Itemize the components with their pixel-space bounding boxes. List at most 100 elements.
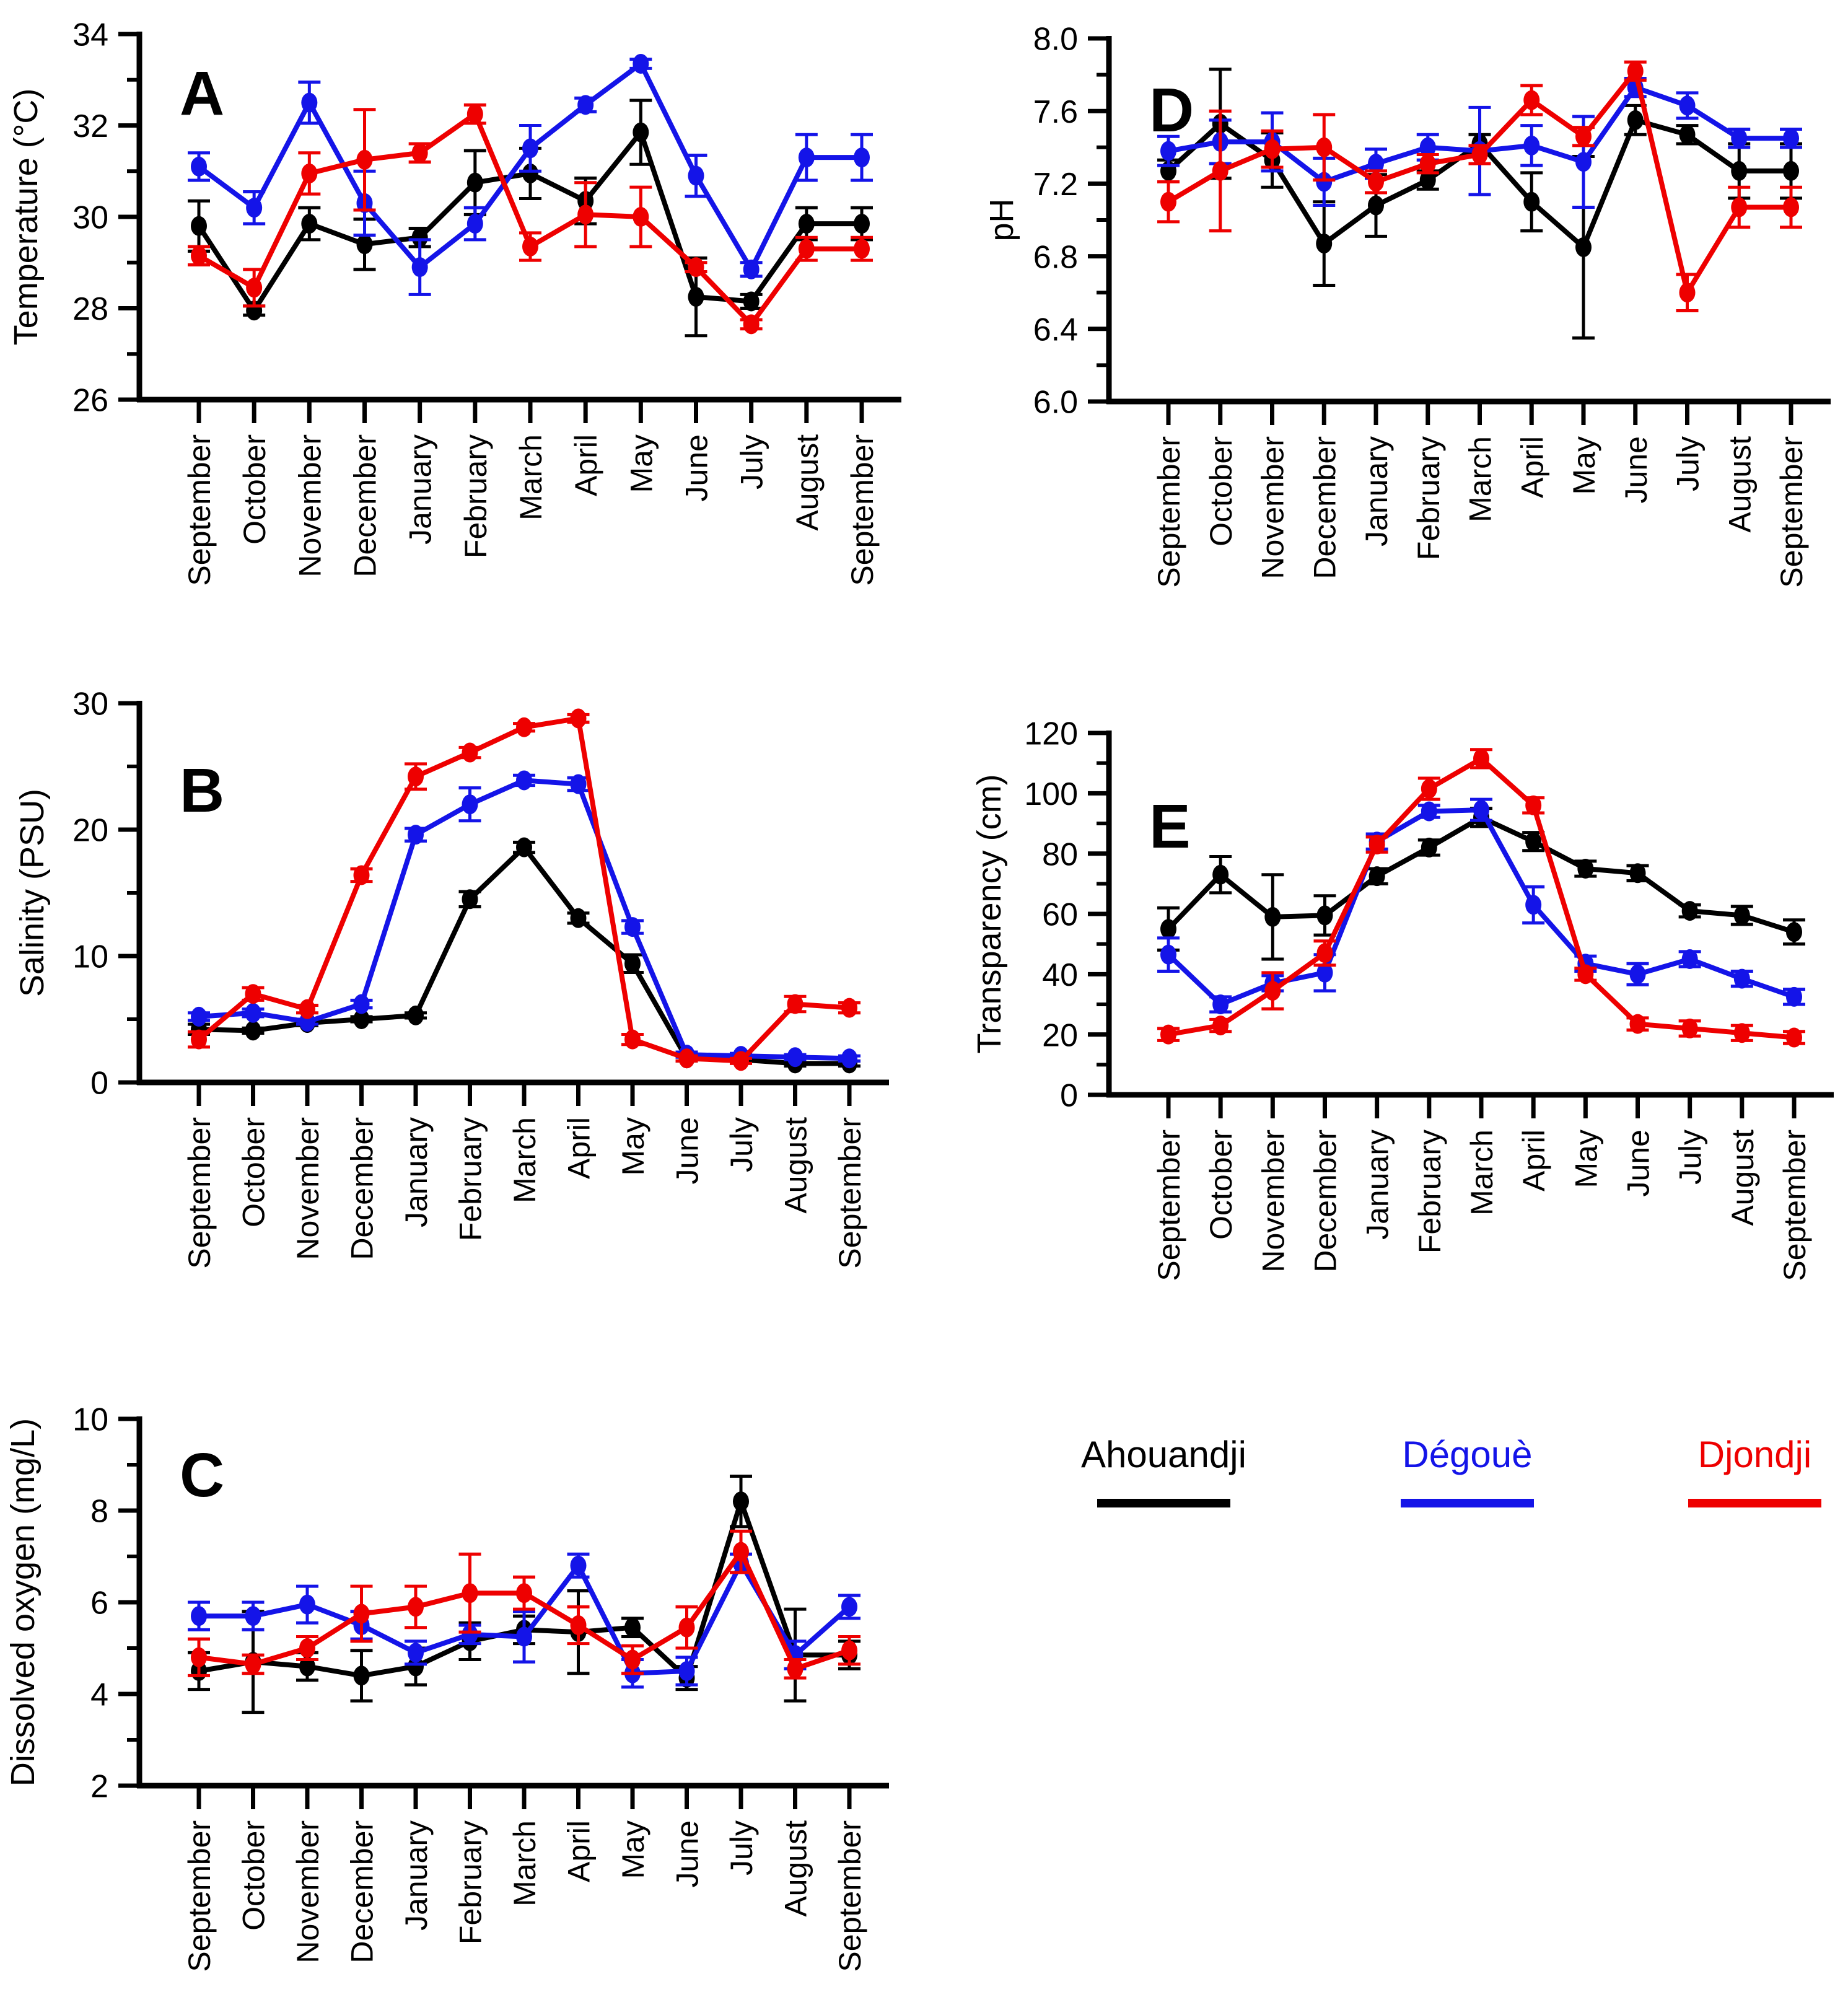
x-tick-label-month: January (399, 1117, 434, 1227)
y-axis-label: Temperature (°C) (9, 89, 45, 346)
series-dégouè (1157, 797, 1805, 1014)
x-tick-label-month: April (562, 1117, 597, 1179)
x-tick-label-month: October (237, 1820, 271, 1931)
data-point (633, 207, 649, 227)
y-axis-label: Dissolved oxygen (mg/L) (9, 1418, 42, 1786)
x-tick-label-month: September (182, 1117, 217, 1269)
x-tick-label-month: July (724, 1820, 759, 1876)
data-point (798, 214, 815, 234)
data-point (1473, 800, 1489, 820)
x-tick-label-month: September (1774, 436, 1809, 588)
x-tick-label-month: August (779, 1820, 813, 1917)
x-tick-label-month: June (670, 1820, 705, 1887)
data-point (1368, 195, 1384, 216)
data-point (624, 917, 641, 937)
data-point (246, 198, 263, 218)
data-point (408, 1643, 424, 1663)
y-tick-label: 120 (1024, 716, 1078, 752)
data-point (678, 1661, 695, 1681)
x-tick-label-month: August (1722, 436, 1757, 533)
data-point (1679, 125, 1696, 145)
x-tick-label-month: August (779, 1117, 813, 1214)
data-point (408, 1005, 424, 1025)
data-point (462, 742, 478, 763)
x-tick-label-month: November (292, 434, 327, 577)
legend-item-ahouandji: Ahouandji (1081, 1434, 1246, 1507)
x-tick-label-month: March (514, 434, 548, 520)
data-point (743, 291, 760, 312)
data-point (462, 889, 478, 910)
x-tick-label-month: May (616, 1117, 650, 1175)
data-point (466, 214, 483, 234)
data-point (1264, 139, 1281, 159)
data-point (1421, 837, 1437, 858)
x-tick-label-month: September (833, 1820, 867, 1972)
data-point (624, 1649, 641, 1670)
x-tick-label-month: March (1463, 436, 1498, 522)
data-point (1627, 110, 1644, 130)
data-point (1368, 154, 1384, 174)
data-point (1786, 1027, 1802, 1048)
data-point (1681, 949, 1698, 969)
data-point (1421, 779, 1437, 799)
x-tick-label-month: January (403, 434, 438, 545)
data-point (1316, 943, 1333, 963)
x-tick-label-month: May (616, 1820, 650, 1879)
data-point (1160, 944, 1176, 965)
x-tick-label-month: October (1204, 1130, 1238, 1240)
x-tick-label-month: June (1619, 436, 1653, 503)
y-tick-label: 7.6 (1033, 94, 1078, 130)
data-point (245, 1654, 261, 1674)
x-tick-label-month: October (1204, 436, 1238, 546)
data-point (1575, 126, 1592, 147)
x-tick-label-month: September (1152, 1130, 1186, 1281)
data-point (301, 92, 318, 113)
chart-panel-a-temperature: 26 28 30 32 34 September October November Decemb… (9, 17, 901, 586)
data-point (633, 122, 649, 143)
chart-panel-b-salinity: 0 10 20 30 September October November December J… (14, 687, 889, 1269)
data-point (462, 1624, 478, 1644)
data-point (1629, 1014, 1646, 1034)
x-tick-label-month: November (1256, 1130, 1290, 1273)
data-point (462, 1583, 478, 1604)
x-tick-label-month: April (1515, 436, 1549, 498)
panel-letter: D (1149, 76, 1194, 145)
data-point (1627, 61, 1644, 81)
data-point (353, 865, 370, 885)
data-point (678, 1617, 695, 1638)
x-tick-label-month: April (569, 434, 603, 496)
data-point (408, 825, 424, 845)
x-tick-label-month: February (453, 1820, 488, 1944)
data-point (1419, 154, 1436, 174)
x-tick-label-month: February (1411, 436, 1446, 560)
data-point (1525, 831, 1542, 852)
data-point (624, 954, 641, 974)
data-point (1733, 968, 1750, 989)
data-point (1264, 981, 1281, 1001)
x-tick-label-month: December (1307, 436, 1342, 579)
data-point (733, 1542, 749, 1562)
data-point (1523, 135, 1540, 156)
x-tick-label-month: August (1725, 1130, 1760, 1226)
data-point (1577, 964, 1594, 985)
x-tick-label-month: February (458, 434, 493, 558)
x-tick-label-month: December (348, 434, 383, 577)
x-tick-label-month: September (1777, 1130, 1812, 1281)
y-tick-label: 80 (1042, 836, 1078, 872)
data-point (299, 1656, 315, 1677)
y-tick-label: 40 (1042, 957, 1078, 993)
x-tick-label-month: January (399, 1820, 434, 1931)
y-tick-label: 30 (72, 687, 108, 722)
x-tick-label-month: November (291, 1820, 325, 1963)
y-tick-label: 4 (90, 1677, 108, 1713)
legend-item-djondji: Djondji (1688, 1434, 1821, 1507)
x-tick-label-month: September (1152, 436, 1186, 588)
legend-swatch-degoue (1400, 1499, 1534, 1507)
legend-label-ahouandji: Ahouandji (1081, 1434, 1246, 1475)
legend-label-djondji: Djondji (1697, 1434, 1812, 1475)
data-point (577, 204, 594, 225)
data-point (1731, 197, 1748, 217)
series-ahouandji (188, 99, 873, 338)
data-point (516, 770, 532, 791)
data-point (1316, 137, 1333, 157)
